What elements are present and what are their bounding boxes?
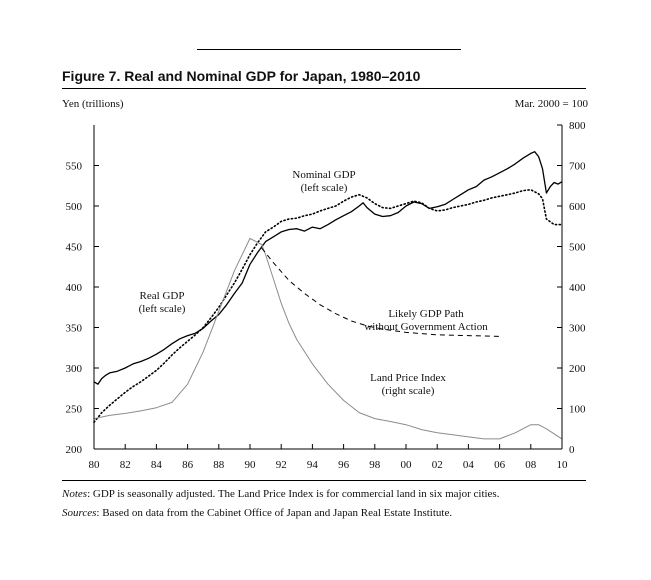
annotation-layer: Nominal GDP (left scale) Real GDP (left … [139, 169, 489, 397]
nominal-gdp-line [93, 189, 563, 424]
sources-text: : Based on data from the Cabinet Office … [96, 507, 453, 519]
sources-label: Sources [62, 507, 97, 519]
x-tick-label: 04 [463, 459, 475, 471]
left-y-tick-label: 250 [66, 404, 83, 416]
right-y-tick-label: 600 [569, 201, 586, 213]
left-y-tick-label: 300 [66, 363, 83, 375]
right-y-tick-label: 100 [569, 404, 586, 416]
x-tick-label: 80 [89, 459, 101, 471]
x-tick-label: 06 [494, 459, 506, 471]
land-price-sublabel: (right scale) [382, 385, 435, 397]
nominal-gdp-sublabel: (left scale) [301, 182, 348, 194]
title-rule [62, 88, 586, 89]
right-y-tick-label: 0 [569, 444, 575, 456]
x-tick-label: 82 [120, 459, 131, 471]
land-price-index-line [93, 237, 563, 440]
notes-label: Notes [62, 488, 88, 500]
notes-rule [62, 480, 586, 481]
x-tick-label: 84 [151, 459, 163, 471]
x-tick-label: 90 [245, 459, 257, 471]
right-axis-unit: Mar. 2000 = 100 [514, 98, 588, 110]
right-y-tick-label: 500 [569, 242, 586, 254]
x-tick-label: 96 [338, 459, 350, 471]
x-tick-label: 10 [557, 459, 569, 471]
axis-frame [93, 125, 563, 450]
top-rule [197, 49, 461, 50]
left-y-tick-label: 200 [66, 444, 83, 456]
right-y-tick-label: 400 [569, 282, 586, 294]
left-y-tick-label: 500 [66, 201, 83, 213]
x-tick-label: 94 [307, 459, 319, 471]
sources: Sources: Based on data from the Cabinet … [62, 507, 452, 519]
left-y-tick-label: 400 [66, 282, 83, 294]
x-tick-label: 88 [213, 459, 225, 471]
likely-gdp-path-without-government-action-line [261, 247, 500, 337]
left-y-tick-label: 450 [66, 242, 83, 254]
real-gdp-line [93, 151, 563, 385]
x-tick-label: 08 [525, 459, 537, 471]
land-price-label: Land Price Index [370, 372, 446, 384]
x-tick-label: 86 [182, 459, 194, 471]
x-tick-label: 98 [369, 459, 381, 471]
series-layer [93, 151, 563, 440]
x-tick-label: 02 [432, 459, 443, 471]
left-y-tick-label: 350 [66, 323, 83, 335]
x-tick-label: 92 [276, 459, 287, 471]
right-y-tick-label: 300 [569, 323, 586, 335]
notes: Notes: GDP is seasonally adjusted. The L… [62, 488, 499, 500]
likely-path-sublabel: without Government Action [364, 321, 488, 333]
tick-layer: 2002503003504004505005500100200300400500… [66, 120, 587, 471]
real-gdp-label: Real GDP [140, 290, 185, 302]
right-y-tick-label: 700 [569, 161, 586, 173]
real-gdp-sublabel: (left scale) [139, 303, 186, 315]
figure-title: Figure 7. Real and Nominal GDP for Japan… [62, 68, 421, 84]
left-y-tick-label: 550 [66, 161, 83, 173]
left-axis-unit: Yen (trillions) [62, 98, 124, 110]
likely-path-label: Likely GDP Path [388, 308, 464, 320]
nominal-gdp-label: Nominal GDP [292, 169, 355, 181]
x-tick-label: 00 [401, 459, 413, 471]
right-y-tick-label: 800 [569, 120, 586, 132]
notes-text: : GDP is seasonally adjusted. The Land P… [87, 488, 500, 500]
right-y-tick-label: 200 [569, 363, 586, 375]
